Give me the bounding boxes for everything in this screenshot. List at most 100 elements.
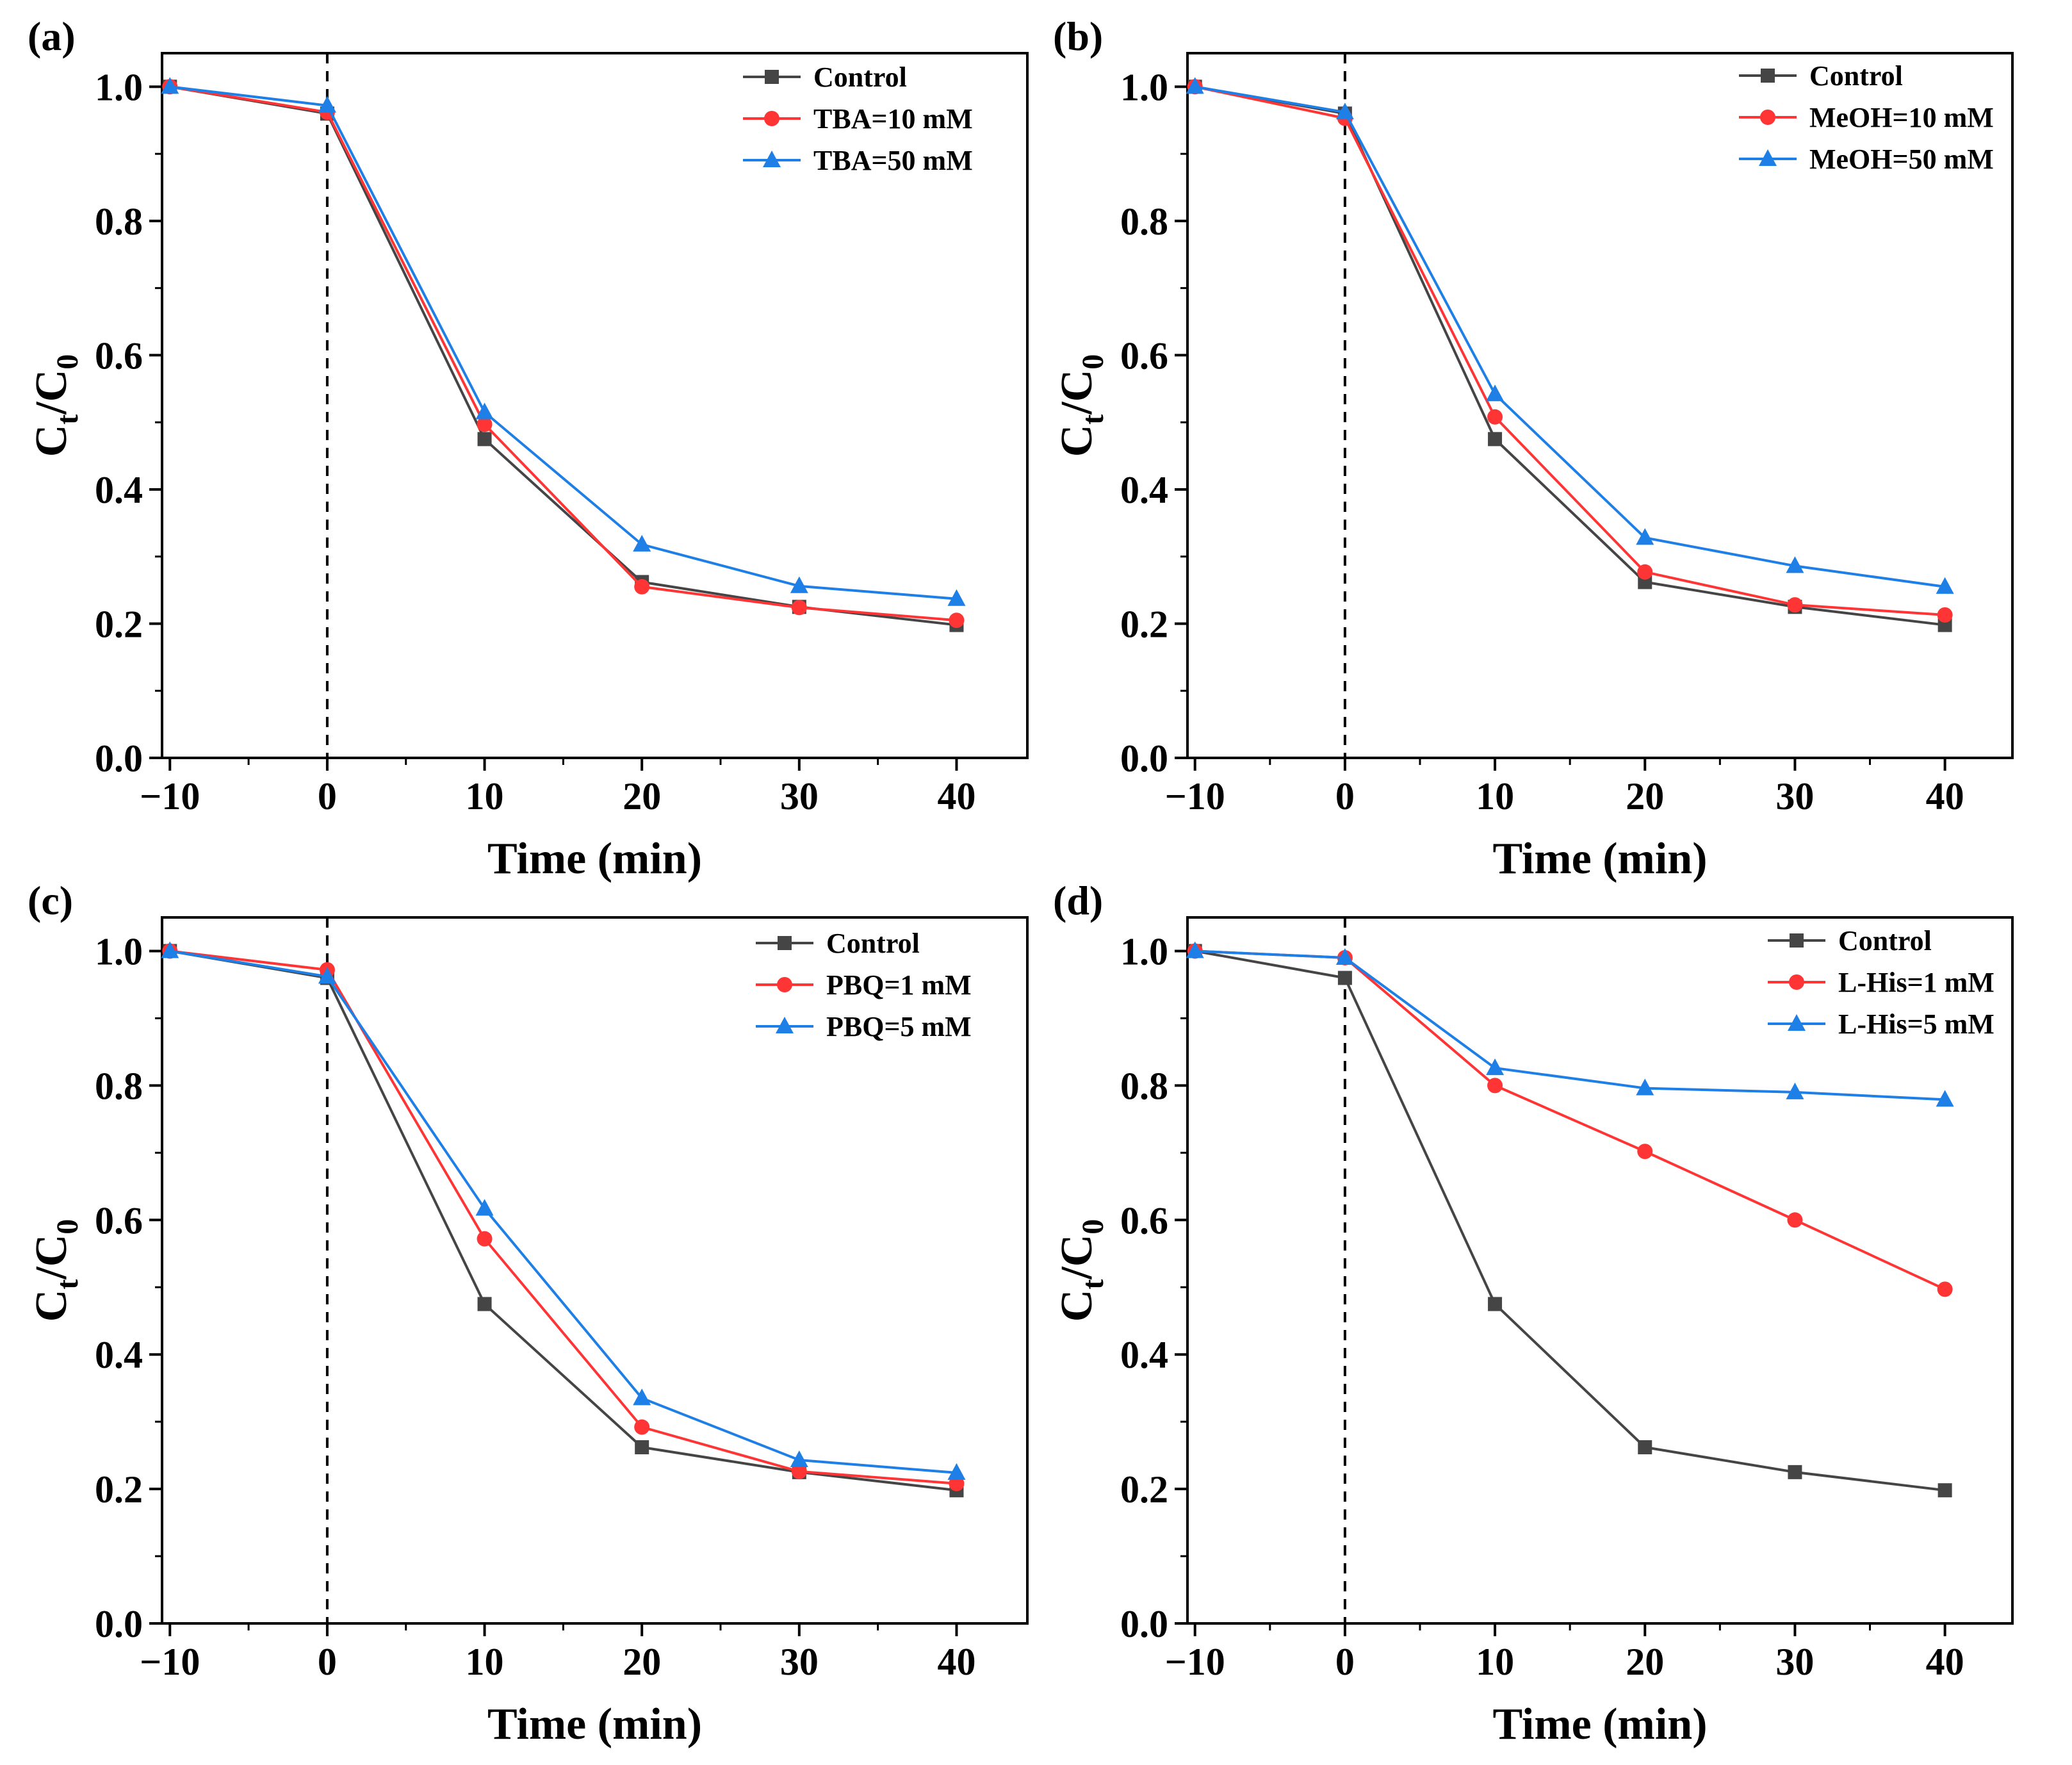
data-point xyxy=(635,1440,649,1455)
x-tick-label: 30 xyxy=(780,1641,819,1683)
y-tick-label: 0.0 xyxy=(1120,1603,1168,1645)
legend-swatch-marker xyxy=(765,70,779,84)
y-tick-label: 1.0 xyxy=(1120,66,1168,108)
y-axis-title-sub2: 0 xyxy=(1076,354,1110,370)
y-axis-title: Ct/C0 xyxy=(1052,1219,1110,1322)
panel-label: (d) xyxy=(1053,878,1103,923)
data-point xyxy=(633,534,651,552)
x-tick-label: 30 xyxy=(1775,1641,1814,1683)
y-axis-title-main: C xyxy=(1052,425,1102,457)
x-tick-label: 0 xyxy=(318,1641,337,1683)
y-tick-label: 0.8 xyxy=(95,201,143,243)
legend: Control MeOH=10 mM MeOH=50 mM xyxy=(1739,60,1994,175)
data-point xyxy=(1335,948,1354,965)
legend-label: L-His=5 mM xyxy=(1838,1008,1995,1040)
x-axis-title: Time (min) xyxy=(1492,1700,1707,1749)
data-point xyxy=(1638,1440,1652,1455)
y-tick-label: 0.4 xyxy=(95,469,143,511)
legend-label: MeOH=10 mM xyxy=(1809,102,1994,133)
y-tick-label: 0.6 xyxy=(95,334,143,377)
y-tick-label: 0.4 xyxy=(95,1334,143,1376)
y-axis-title-main: C xyxy=(1052,1290,1102,1322)
y-tick-label: 1.0 xyxy=(95,66,143,108)
y-tick-label: 0.0 xyxy=(1120,737,1168,780)
series-line xyxy=(1195,949,1946,1291)
data-point xyxy=(1637,1144,1653,1160)
chart-panel: −10 0 10 20 30 40 0.0 0.2 0.4 0.6 0.8 1.0 Time (min)… xyxy=(1052,878,2014,1749)
legend-swatch-marker xyxy=(763,151,781,167)
plot-frame xyxy=(161,52,1029,759)
data-point xyxy=(1335,103,1354,120)
data-point xyxy=(1487,409,1503,425)
x-tick-label: 10 xyxy=(466,1641,504,1683)
x-tick-label: 10 xyxy=(1476,775,1514,817)
series-line xyxy=(170,85,957,600)
y-axis-title: Ct/C0 xyxy=(27,354,85,457)
x-tick-label: 0 xyxy=(318,775,337,817)
series-group xyxy=(1187,944,1952,1498)
plot-frame xyxy=(1186,52,2014,759)
x-tick-label: 0 xyxy=(1335,775,1355,817)
y-axis-title-main: C xyxy=(27,1290,76,1322)
chart-panel: −10 0 10 20 30 40 0.0 0.2 0.4 0.6 0.8 1.0 Time (min)… xyxy=(27,13,1029,883)
data-point xyxy=(1186,77,1204,94)
x-tick-label: 40 xyxy=(937,1641,975,1683)
x-tick-label: 20 xyxy=(1626,775,1664,817)
y-tick-label: 0.6 xyxy=(1120,1199,1168,1242)
y-axis-title: Ct/C0 xyxy=(1052,354,1110,457)
data-point xyxy=(947,589,966,606)
series-line xyxy=(1195,85,1945,616)
x-axis-title: Time (min) xyxy=(1492,834,1707,883)
y-tick-label: 0.8 xyxy=(95,1065,143,1107)
x-tick-label: 40 xyxy=(1926,775,1964,817)
series-group xyxy=(1186,941,1954,1107)
y-axis-title-main: C xyxy=(27,425,76,457)
y-axis-title-sub2: 0 xyxy=(1076,1219,1110,1235)
x-tick-label: −10 xyxy=(1165,1641,1225,1683)
data-point xyxy=(634,1419,650,1435)
y-axis-title-sep: /C xyxy=(1052,370,1102,415)
legend-label: TBA=10 mM xyxy=(813,103,973,135)
legend-label: L-His=1 mM xyxy=(1838,967,1995,998)
series-line xyxy=(1195,85,1945,588)
y-axis-title-sep: /C xyxy=(1052,1235,1102,1280)
y-tick-label: 0.2 xyxy=(95,1468,143,1511)
x-tick-label: 40 xyxy=(1926,1641,1964,1683)
x-axis-title: Time (min) xyxy=(487,1700,702,1749)
x-tick-label: 20 xyxy=(623,775,661,817)
chart-panel: −10 0 10 20 30 40 0.0 0.2 0.4 0.6 0.8 1.0 Time (min)… xyxy=(27,878,1029,1749)
plot-frame xyxy=(161,916,1029,1625)
x-tick-label: 10 xyxy=(1476,1641,1514,1683)
legend: Control TBA=10 mM TBA=50 mM xyxy=(743,62,973,176)
chart-panel: −10 0 10 20 30 40 0.0 0.2 0.4 0.6 0.8 1.0 Time (min)… xyxy=(1052,13,2014,883)
y-axis-title-sep: /C xyxy=(27,370,76,415)
legend-label: Control xyxy=(826,928,920,959)
series-line xyxy=(169,949,957,1474)
y-tick-label: 0.2 xyxy=(1120,603,1168,645)
x-tick-label: 20 xyxy=(623,1641,661,1683)
legend: Control PBQ=1 mM PBQ=5 mM xyxy=(756,928,972,1042)
data-point xyxy=(1636,1078,1654,1096)
data-point xyxy=(1488,1297,1503,1311)
x-tick-label: 20 xyxy=(1626,1641,1664,1683)
y-axis-title-sub: t xyxy=(1076,415,1110,425)
legend: Control L-His=1 mM L-His=5 mM xyxy=(1768,925,1995,1040)
data-point xyxy=(1787,597,1803,613)
data-point xyxy=(1936,1090,1954,1107)
legend-swatch-marker xyxy=(1790,933,1804,948)
series-line xyxy=(169,85,957,622)
data-point xyxy=(161,77,179,94)
data-point xyxy=(791,1463,807,1479)
legend-swatch-marker xyxy=(1761,69,1775,83)
legend-label: Control xyxy=(1809,60,1903,92)
data-point xyxy=(477,1297,492,1311)
data-point xyxy=(1786,1082,1804,1099)
legend-swatch-marker xyxy=(1759,149,1777,166)
data-point xyxy=(790,576,808,593)
legend-swatch-marker xyxy=(776,1017,794,1033)
data-point xyxy=(1936,577,1954,594)
data-point xyxy=(475,1199,494,1216)
legend-swatch-marker xyxy=(764,111,779,126)
data-point xyxy=(477,1231,493,1247)
